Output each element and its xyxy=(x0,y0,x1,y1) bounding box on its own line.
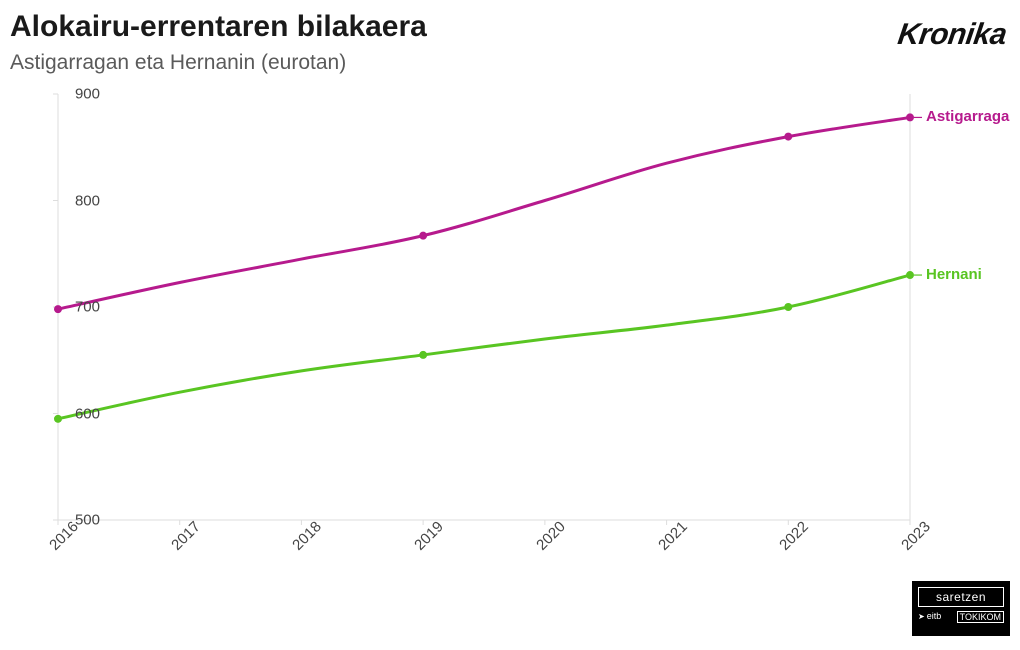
y-tick-label: 800 xyxy=(58,192,100,209)
series-label-astigarraga: Astigarraga xyxy=(926,108,1009,125)
footer-box-saretzen: saretzen xyxy=(918,587,1004,607)
series-line-astigarraga xyxy=(58,117,910,309)
series-marker xyxy=(906,113,914,121)
footer-eitb: eitb xyxy=(918,611,941,623)
series-marker xyxy=(784,133,792,141)
y-tick-label: 900 xyxy=(58,86,100,103)
chart: 5006007008009002016201720182019202020212… xyxy=(10,90,1010,560)
series-marker xyxy=(419,351,427,359)
brand-logo: Kronika xyxy=(895,18,1008,52)
page-subtitle: Astigarragan eta Hernanin (eurotan) xyxy=(10,51,1010,75)
y-tick-label: 600 xyxy=(58,405,100,422)
series-label-hernani: Hernani xyxy=(926,266,982,283)
series-marker xyxy=(419,232,427,240)
footer-tokikom: TOKIKOM xyxy=(957,611,1004,623)
page-title: Alokairu-errentaren bilakaera xyxy=(10,10,1010,45)
y-tick-label: 700 xyxy=(58,299,100,316)
series-marker xyxy=(784,303,792,311)
footer-badge: saretzen eitb TOKIKOM xyxy=(912,581,1010,636)
series-marker xyxy=(906,271,914,279)
series-line-hernani xyxy=(58,275,910,419)
